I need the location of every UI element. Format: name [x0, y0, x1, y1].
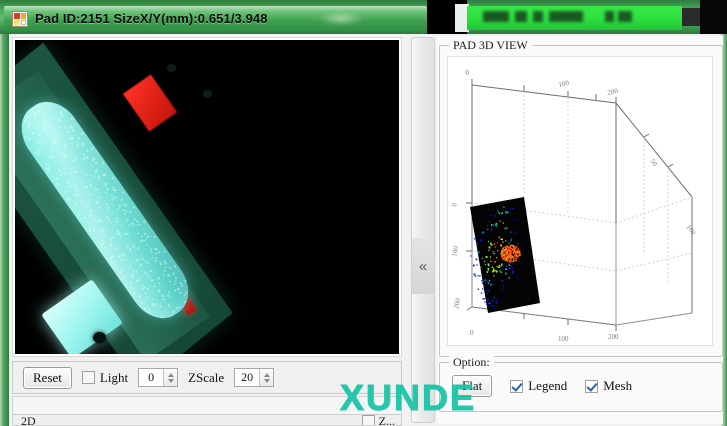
title-bar: Pad ID:2151 SizeX/Y(mm):0.651/3.948: [0, 0, 727, 34]
pad-3d-view-group: PAD 3D VIEW: [439, 38, 723, 357]
legend-checkbox[interactable]: Legend: [510, 378, 567, 394]
light-checkbox-label: Light: [99, 369, 129, 385]
axis-top-back: [471, 84, 617, 104]
light-value-stepper[interactable]: 0: [138, 368, 179, 387]
mesh-checkbox-box[interactable]: [585, 379, 599, 393]
tick-x-100: 100: [558, 335, 569, 343]
mesh-checkbox[interactable]: Mesh: [585, 378, 632, 394]
tick-h-c: 200: [452, 297, 462, 309]
right-panel: PAD 3D VIEW: [437, 36, 723, 424]
reset-button[interactable]: Reset: [23, 366, 72, 389]
mesh-checkbox-label: Mesh: [603, 378, 633, 393]
bottom-partial-row: 2D Z...: [13, 414, 401, 426]
light-checkbox-box[interactable]: [81, 371, 95, 384]
tick-z-0: 0: [465, 68, 471, 77]
pad-3d-render-canvas[interactable]: [15, 40, 399, 354]
title-bar-right-edge-block: [700, 0, 727, 34]
tick-z-100: 100: [558, 79, 570, 89]
tick-h-a: 0: [450, 202, 459, 208]
pad-3d-plot[interactable]: 0 100 200 50 100 0 100 200 0 100 200: [447, 56, 713, 346]
zscale-stepper-arrows[interactable]: [259, 369, 274, 386]
panel-splitter[interactable]: «: [411, 37, 435, 423]
title-bar-highlight-strip: [467, 6, 682, 30]
legend-checkbox-label: Legend: [528, 378, 568, 393]
paste-defect-region: [122, 74, 178, 132]
pad-3d-render-viewport[interactable]: [12, 37, 402, 357]
light-checkbox[interactable]: Light: [81, 369, 129, 386]
option-group-title: Option:: [449, 355, 494, 370]
option-row: Flat Legend Mesh: [452, 375, 632, 397]
left-panel: Reset Light 0 ZScale 20 2D Z...: [9, 34, 408, 426]
tick-h-b: 100: [450, 245, 460, 257]
pad-3d-view-group-title: PAD 3D VIEW: [449, 38, 532, 53]
bottom-z-option[interactable]: Z...: [361, 414, 395, 426]
light-value: 0: [139, 369, 164, 386]
tick-y-100: 100: [684, 223, 697, 237]
pad-dot-marker-2: [203, 90, 212, 98]
tick-x-0: 0: [470, 329, 474, 337]
window-right-border: [721, 34, 727, 426]
title-bar-white-gap: [455, 4, 469, 32]
render-toolbar: Reset Light 0 ZScale 20: [12, 361, 402, 394]
zscale-label: ZScale: [188, 369, 225, 385]
window-left-border: [0, 34, 9, 426]
axis-top-right: [615, 102, 693, 198]
window-title: Pad ID:2151 SizeX/Y(mm):0.651/3.948: [35, 11, 268, 26]
pad-hole-marker: [93, 332, 106, 343]
app-grid-icon: [12, 10, 28, 27]
bottom-z-checkbox[interactable]: [361, 414, 375, 425]
bottom-z-label: Z...: [378, 414, 395, 426]
option-group: Option: Flat Legend Mesh: [439, 355, 723, 412]
chevron-double-left-icon: «: [418, 257, 428, 275]
legend-checkbox-box[interactable]: [510, 379, 524, 393]
zscale-value: 20: [235, 369, 260, 386]
zscale-stepper[interactable]: 20: [234, 368, 275, 387]
bottom-partial-panel: 2D Z...: [12, 396, 402, 426]
flat-button[interactable]: Flat: [452, 375, 493, 397]
bottom-2d-label[interactable]: 2D: [21, 414, 36, 426]
pad-3d-plot-svg: 0 100 200 50 100 0 100 200 0 100 200: [450, 68, 697, 343]
title-bar-glare: [318, 12, 364, 25]
light-stepper-arrows[interactable]: [163, 369, 178, 386]
tick-z-200: 200: [607, 87, 619, 97]
collapse-left-panel-button[interactable]: «: [412, 238, 434, 294]
tick-x-200: 200: [608, 333, 619, 341]
tick-y-50: 50: [648, 157, 659, 168]
pad-dot-marker-1: [167, 64, 176, 72]
axis-bottom-right: [615, 312, 693, 326]
height-point-cloud: [470, 206, 521, 307]
